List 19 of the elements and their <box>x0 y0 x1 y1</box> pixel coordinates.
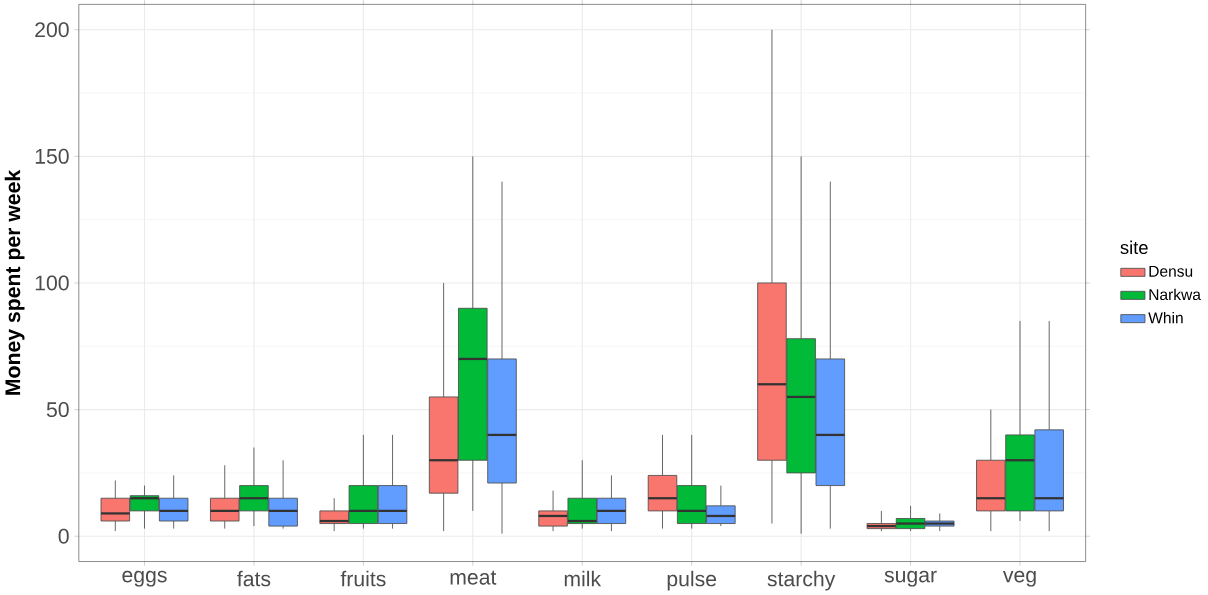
x-tick-label: fruits <box>340 570 386 587</box>
y-axis-title: Money spent per week <box>4 169 25 395</box>
y-tick-label: 50 <box>46 401 69 417</box>
legend-label: Densu <box>1149 265 1193 277</box>
x-tick-label: eggs <box>122 570 167 587</box>
x-tick-label: sugar <box>884 570 937 587</box>
x-tick-label: milk <box>564 570 602 587</box>
x-tick-label: meat <box>450 570 497 585</box>
y-tick-label: 0 <box>58 528 69 544</box>
y-tick-label: 100 <box>35 275 69 291</box>
x-tick-label: veg <box>1002 570 1036 587</box>
legend-title: site <box>1120 240 1148 254</box>
legend-label: Narkwa <box>1149 288 1201 300</box>
legend-label: Whin <box>1148 311 1183 324</box>
y-tick-label: 150 <box>35 148 69 164</box>
y-tick-label: 200 <box>35 22 69 38</box>
x-tick-label: fats <box>237 570 271 587</box>
x-tick-label: pulse <box>667 570 717 591</box>
x-tick-label: starchy <box>767 570 836 591</box>
